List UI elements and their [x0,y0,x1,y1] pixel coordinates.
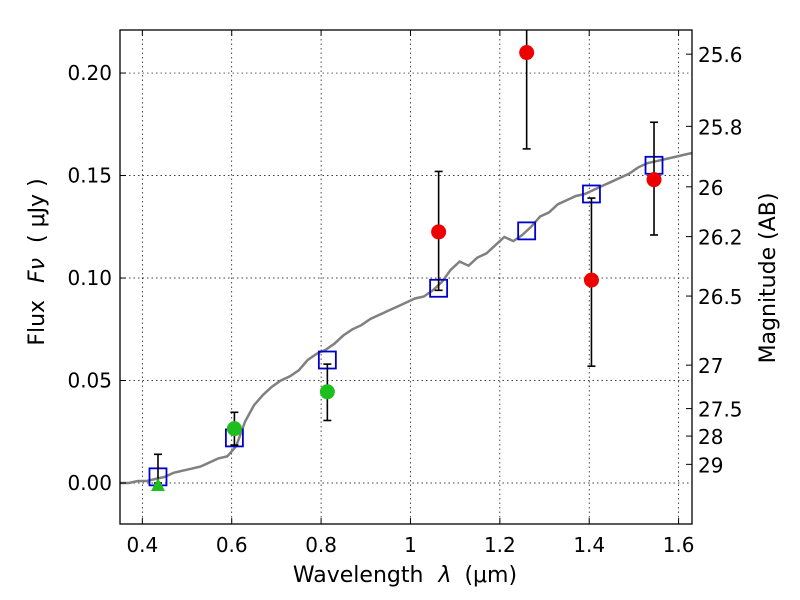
y-axis-label-prefix: Flux [25,300,50,346]
y-tick-label: 0.20 [67,61,112,85]
mag-tick-label: 26.2 [698,226,743,250]
plot-frame [119,29,693,525]
x-tick-label: 1.6 [663,533,695,557]
observed-flux-point [583,272,599,288]
x-tick-label: 0.4 [126,533,158,557]
mag-tick-label: 29 [698,453,723,477]
mag-tick-label: 26 [698,176,723,200]
data-markers [148,30,664,492]
observed-flux-point [519,45,535,61]
y-axis-label-symbol: Fν [25,258,50,283]
right-axis-label: Magnitude (AB) [756,193,781,364]
mag-tick-label: 27.5 [698,398,743,422]
observed-flux-point [226,421,242,437]
model-photometry-square [517,221,537,241]
mag-tick-label: 27 [698,354,723,378]
x-tick-label: 1 [404,533,417,557]
x-axis-label-unit: (μm) [464,563,517,588]
y-tick-label: 0.10 [67,266,112,290]
x-tick-label: 0.8 [305,533,337,557]
x-axis-label: Wavelength λ (μm) [293,563,517,588]
upper-limit-marker [150,478,165,492]
y-tick-label: 0.05 [67,369,112,393]
mag-tick-label: 28 [698,425,723,449]
mag-tick-label: 26.5 [698,285,743,309]
x-axis-label-symbol: λ [437,563,451,588]
x-tick-label: 0.6 [216,533,248,557]
x-axis-label-prefix: Wavelength [293,563,424,588]
axis-ticks: 0.4 0.6 0.8 1 1.2 1.4 1.6 0.00 0.05 0.10 0.15 0.20 2… [67,30,743,557]
mag-tick-label: 25.8 [698,115,743,139]
mag-tick-label: 25.6 [698,43,743,67]
x-tick-label: 1.4 [573,533,605,557]
x-tick-label: 1.2 [484,533,516,557]
y-tick-label: 0.00 [67,471,112,495]
observed-flux-point [646,172,662,188]
model-sed-layer [120,151,693,485]
observed-flux-point [319,384,335,400]
y-tick-label: 0.15 [67,164,112,188]
y-axis-label: Flux Fν ( μJy ) [25,178,50,345]
observed-flux-point [431,224,447,240]
model-sed-line [120,151,693,485]
grid-lines [120,30,692,524]
y-axis-label-unit: ( μJy ) [25,178,50,243]
